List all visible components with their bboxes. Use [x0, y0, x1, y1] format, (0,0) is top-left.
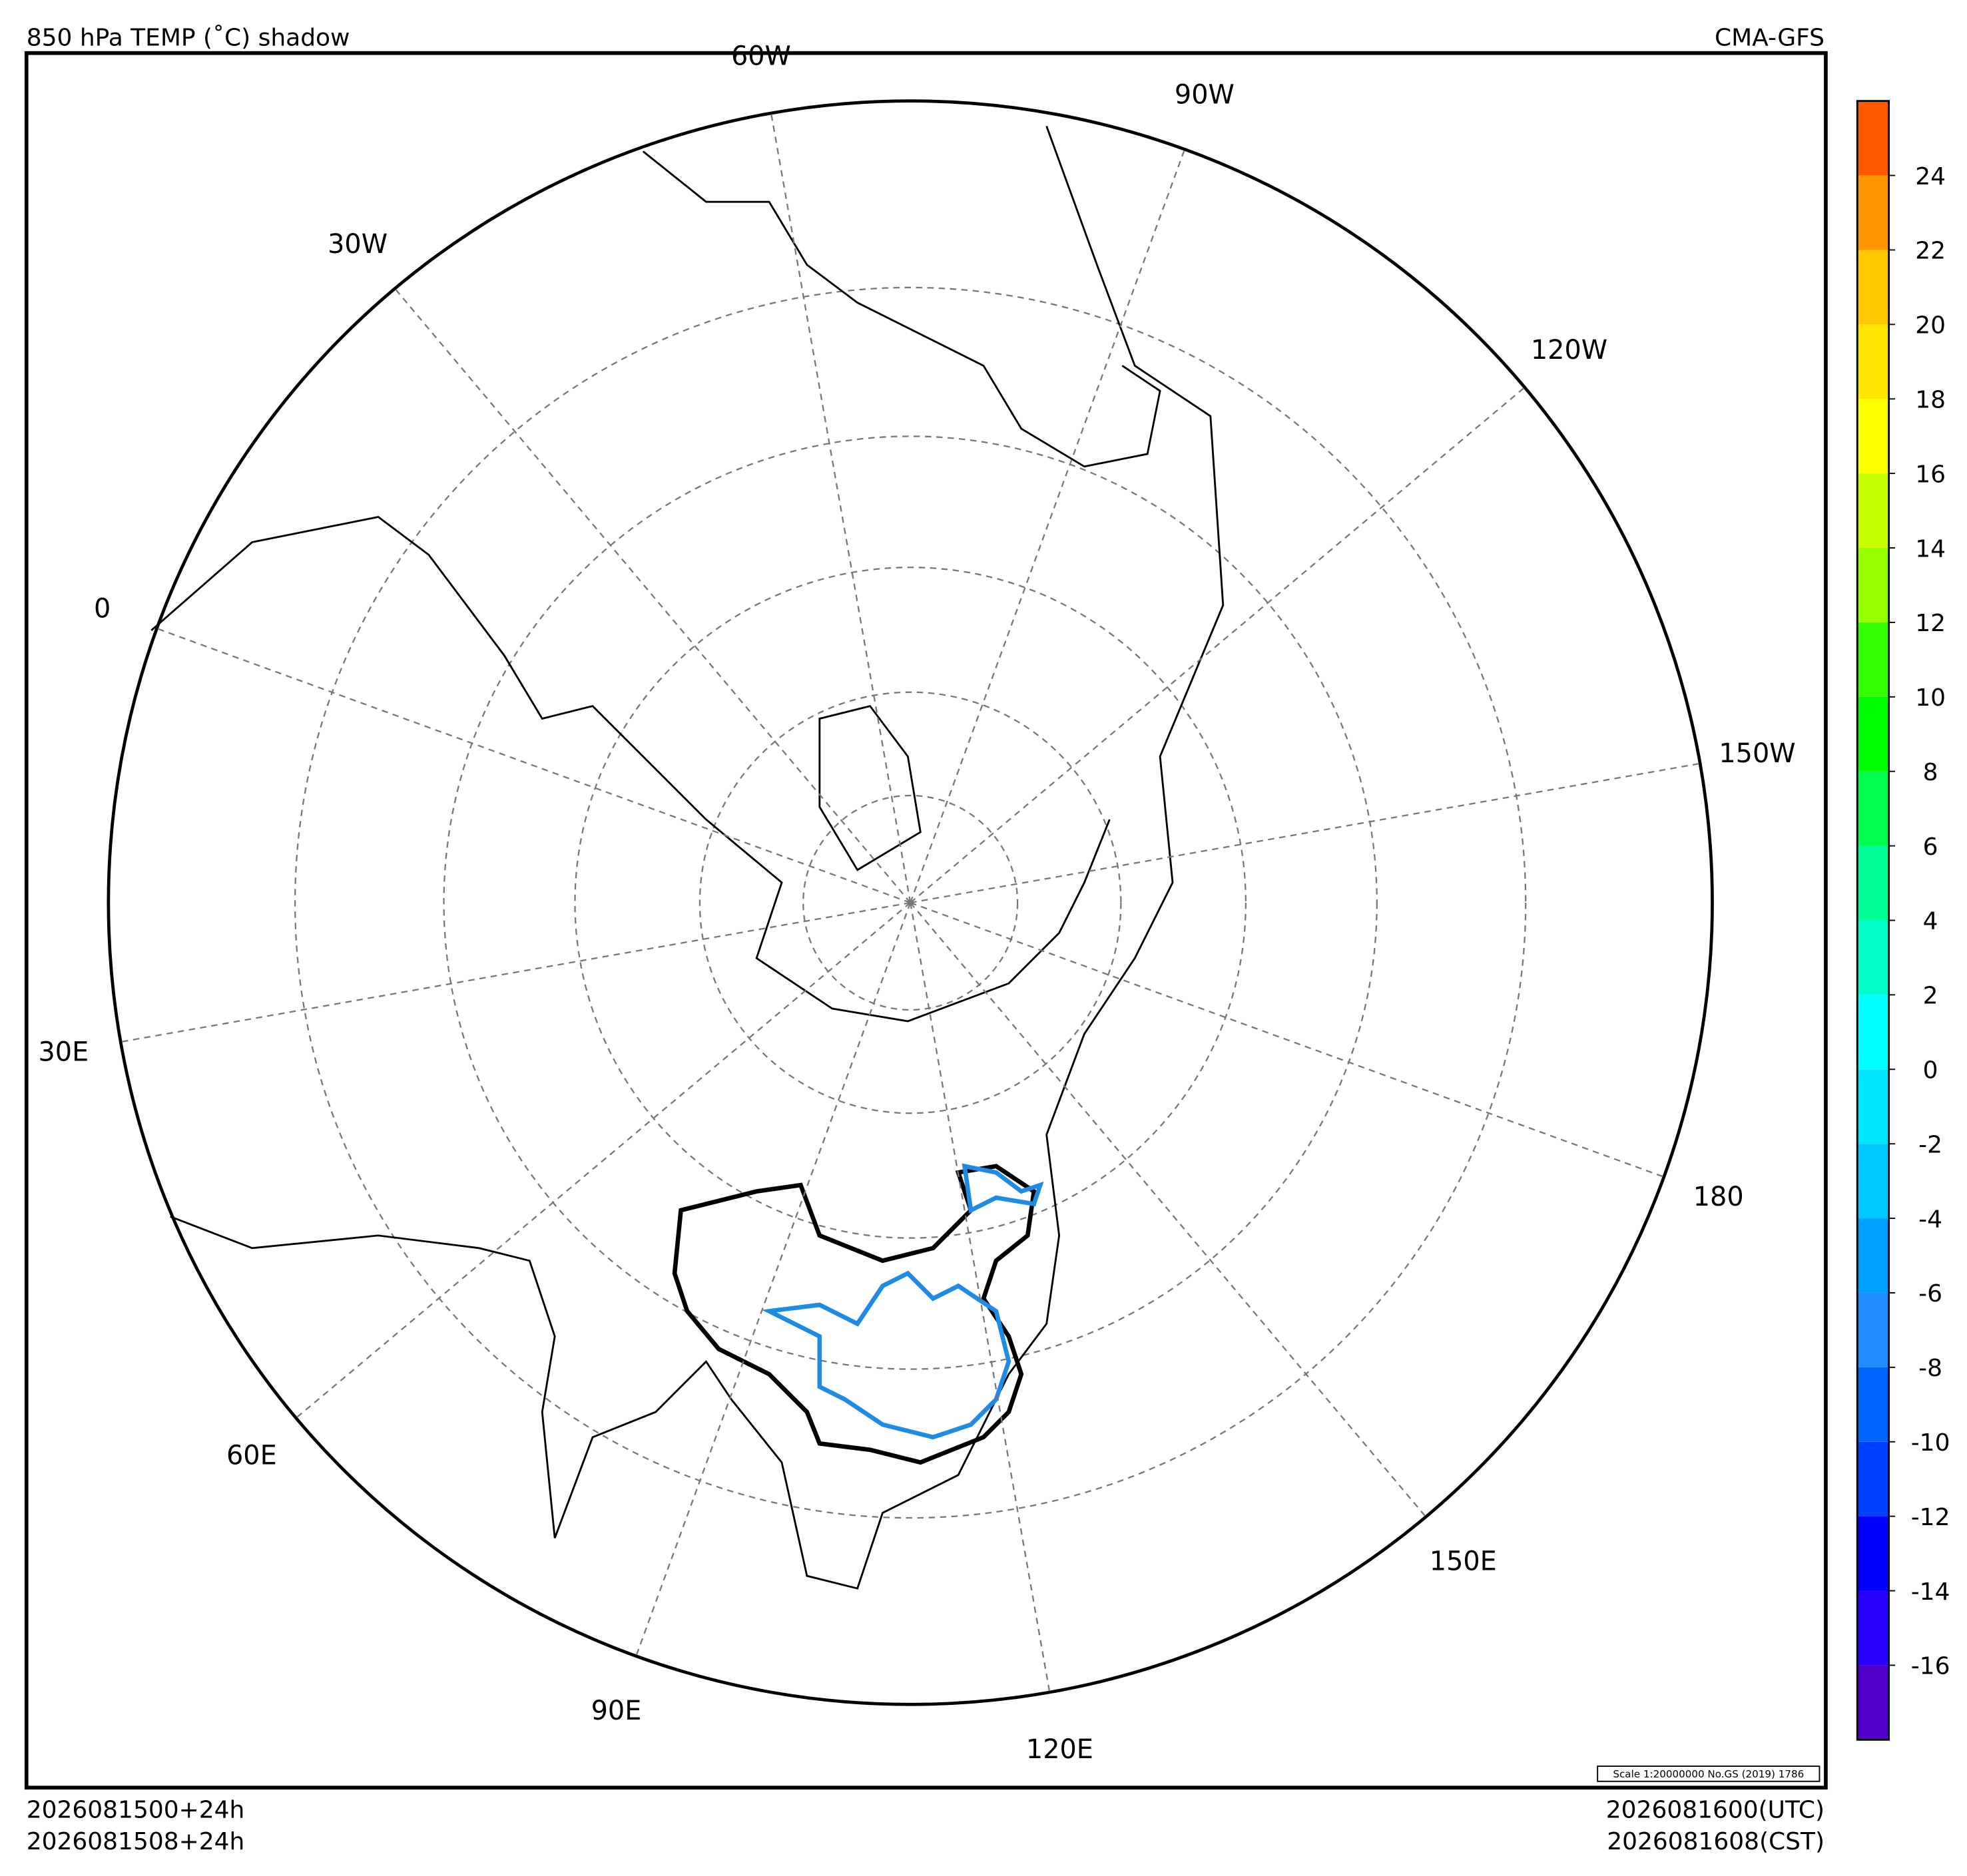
colorbar-tick-label: 12 [1915, 610, 1946, 637]
latitude-circle [294, 286, 1527, 1519]
colorbar-segment [1857, 1367, 1889, 1442]
model-name: CMA-GFS [1715, 24, 1825, 51]
meridian-line [156, 628, 911, 904]
scale-box [1597, 1765, 1821, 1782]
latitude-circle [443, 435, 1378, 1370]
meridian-line [910, 148, 1186, 903]
colorbar-tick-label: -6 [1918, 1280, 1942, 1307]
colorbar-segment [1857, 1144, 1889, 1219]
meridian-label: 60W [731, 41, 791, 71]
contour [761, 1270, 1011, 1440]
colorbar-segment [1857, 101, 1889, 176]
colorbar-tick-label: -4 [1918, 1206, 1942, 1233]
colorbar-segment [1857, 1665, 1889, 1740]
colorbar-tick-label: -16 [1911, 1653, 1950, 1680]
meridian-label: 90E [591, 1696, 642, 1726]
coastline [818, 704, 922, 871]
map-frame [24, 51, 1828, 1790]
colorbar-segment [1857, 473, 1889, 549]
coastlines [150, 126, 1225, 1590]
latitude-circle [699, 691, 1122, 1114]
meridian-label: 150E [1430, 1546, 1497, 1577]
title: 850 hPa TEMP (˚C) shadow [27, 24, 350, 51]
latitude-circle [574, 567, 1247, 1239]
meridian-line [910, 902, 1051, 1693]
meridian-label: 120W [1531, 335, 1607, 365]
contour [962, 1163, 1044, 1214]
colorbar-tick-label: -12 [1911, 1504, 1950, 1531]
colorbar-tick-label: -2 [1918, 1131, 1942, 1158]
colorbar-tick-label: -10 [1911, 1429, 1950, 1457]
meridian-label: 90W [1175, 80, 1235, 111]
coastline [170, 126, 1225, 1590]
colorbar-tick-label: 2 [1923, 983, 1938, 1010]
colorbar-segment [1857, 845, 1889, 921]
colorbar-tick-label: 10 [1915, 684, 1946, 712]
meridian-label: 0 [94, 594, 111, 624]
meridians: 0 30W 60W 90W 120W 150W 180 150E 120E 90E 60E 30E [39, 41, 1796, 1765]
meridian-line [910, 386, 1526, 903]
colorbar-segment [1857, 399, 1889, 474]
latitude-circle [802, 794, 1019, 1011]
map-boundary [107, 99, 1714, 1706]
colorbar-segment [1857, 771, 1889, 846]
meridian-line [910, 901, 1665, 1178]
meridian-label: 150W [1719, 738, 1795, 769]
meridian-line [295, 902, 911, 1419]
colorbar-tick-label: 16 [1915, 461, 1946, 488]
colorbar-tick-label: -14 [1911, 1578, 1950, 1606]
colorbar-tick-label: 8 [1923, 759, 1938, 786]
colorbar-segment [1857, 1218, 1889, 1293]
colorbar-tick-label: 6 [1923, 833, 1938, 861]
colorbar-segment [1857, 250, 1889, 325]
colorbar-tick-label: 24 [1915, 163, 1946, 190]
colorbar-tick-label: -8 [1918, 1355, 1942, 1382]
colorbar-tick-label: 0 [1923, 1057, 1938, 1084]
meridian-line [770, 113, 912, 903]
meridian-label: 60E [226, 1440, 277, 1471]
meridian-label: 30E [39, 1037, 89, 1067]
meridian-line [910, 762, 1701, 904]
colorbar-segment [1857, 1516, 1889, 1591]
colorbar-segment [1857, 548, 1889, 622]
meridian-label: 30W [328, 229, 388, 260]
colorbar-segment [1857, 1292, 1889, 1367]
meridian-line [120, 901, 911, 1043]
coastline [150, 516, 1111, 1023]
meridian-line [635, 902, 912, 1657]
colorbar-segment [1857, 1590, 1889, 1666]
colorbar-segment [1857, 622, 1889, 697]
colorbar: -16-14-12-10-8-6-4-202468101214161820222… [1856, 100, 1950, 1741]
meridian-line [910, 902, 1427, 1518]
colorbar-tick-label: 18 [1915, 386, 1946, 413]
colorbar-segment [1857, 1069, 1889, 1144]
temperature-contour [761, 1163, 1044, 1440]
colorbar-tick-label: 22 [1915, 238, 1946, 265]
colorbar-tick-label: 14 [1915, 535, 1946, 563]
graticule [294, 286, 1527, 1519]
colorbar-segment [1857, 324, 1889, 399]
meridian-line [394, 288, 912, 903]
valid-time-cst: 2026081608(CST) [1607, 1828, 1825, 1855]
colorbar-segment [1857, 995, 1889, 1070]
colorbar-segment [1857, 920, 1889, 995]
colorbar-tick-label: 4 [1923, 908, 1938, 935]
init-time-cst: 2026081508+24h [27, 1828, 245, 1855]
meridian-label: 180 [1693, 1182, 1744, 1212]
colorbar-tick-label: 20 [1915, 312, 1946, 340]
colorbar-segment [1857, 1441, 1889, 1517]
scale-note: Scale 1:20000000 No.GS (2019) 1786 [1613, 1768, 1804, 1780]
coastline [642, 150, 1161, 468]
colorbar-segment [1857, 175, 1889, 250]
init-time-utc: 2026081500+24h [27, 1797, 245, 1824]
valid-time-utc: 2026081600(UTC) [1606, 1797, 1825, 1824]
colorbar-segment [1857, 696, 1889, 772]
meridian-label: 120E [1026, 1734, 1093, 1765]
